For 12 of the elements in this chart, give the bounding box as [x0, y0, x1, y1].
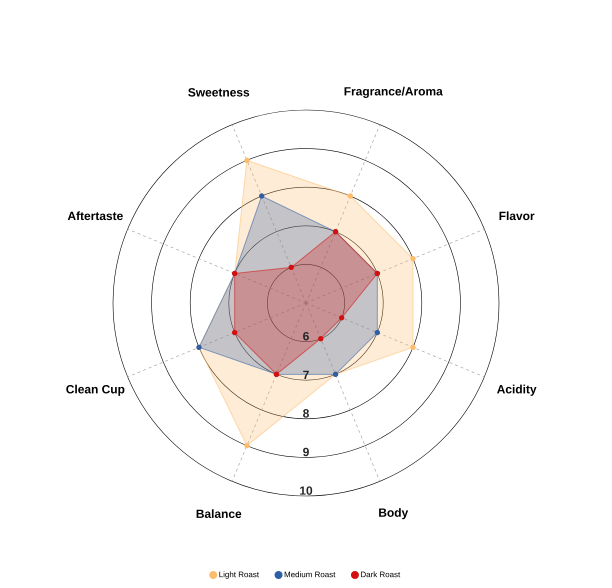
y-tick-label: 6	[303, 332, 309, 340]
spoke-label: Body	[379, 508, 408, 520]
spoke-label: Sweetness	[188, 88, 250, 97]
spoke-label: Balance	[196, 509, 242, 518]
spoke-label: Clean Cup	[66, 384, 124, 396]
y-tick-label: 8	[303, 409, 309, 418]
y-tick-label: 10	[300, 486, 312, 495]
spoke-label: Fragrance/Aroma	[344, 86, 443, 98]
y-tick-label: 9	[303, 448, 309, 456]
spoke-label: Flavor	[500, 211, 534, 220]
spoke-label: Acidity	[497, 384, 537, 396]
spoke-label: Aftertaste	[68, 211, 123, 220]
